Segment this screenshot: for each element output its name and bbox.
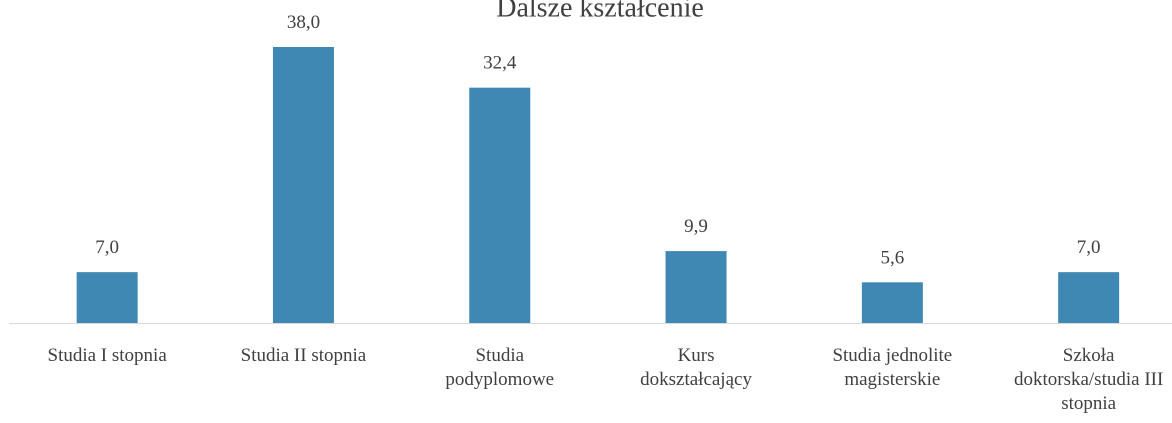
data-label: 7,0 [95,237,119,258]
data-label: 32,4 [483,53,517,74]
x-tick-label: Studia I stopnia [47,345,167,366]
bar [665,251,727,323]
bar [272,47,334,323]
x-tick-label: Kurs dokształcający [640,345,752,390]
data-label: 9,9 [684,216,708,237]
bar [1058,272,1120,323]
bar [861,282,923,323]
bar [469,87,531,324]
data-label: 5,6 [880,247,904,268]
x-tick-label: Studia II stopnia [240,345,367,366]
x-tick-label: Szkoła doktorska/studia III stopnia [1013,345,1164,414]
x-tick-label: Studia jednolite magisterskie [832,345,953,390]
data-label: 7,0 [1077,237,1101,258]
data-label: 38,0 [287,12,320,33]
chart-title: Dalsze kształcenie [496,0,704,23]
x-tick-label: Studia podyplomowe [445,345,555,390]
bar [76,272,138,323]
